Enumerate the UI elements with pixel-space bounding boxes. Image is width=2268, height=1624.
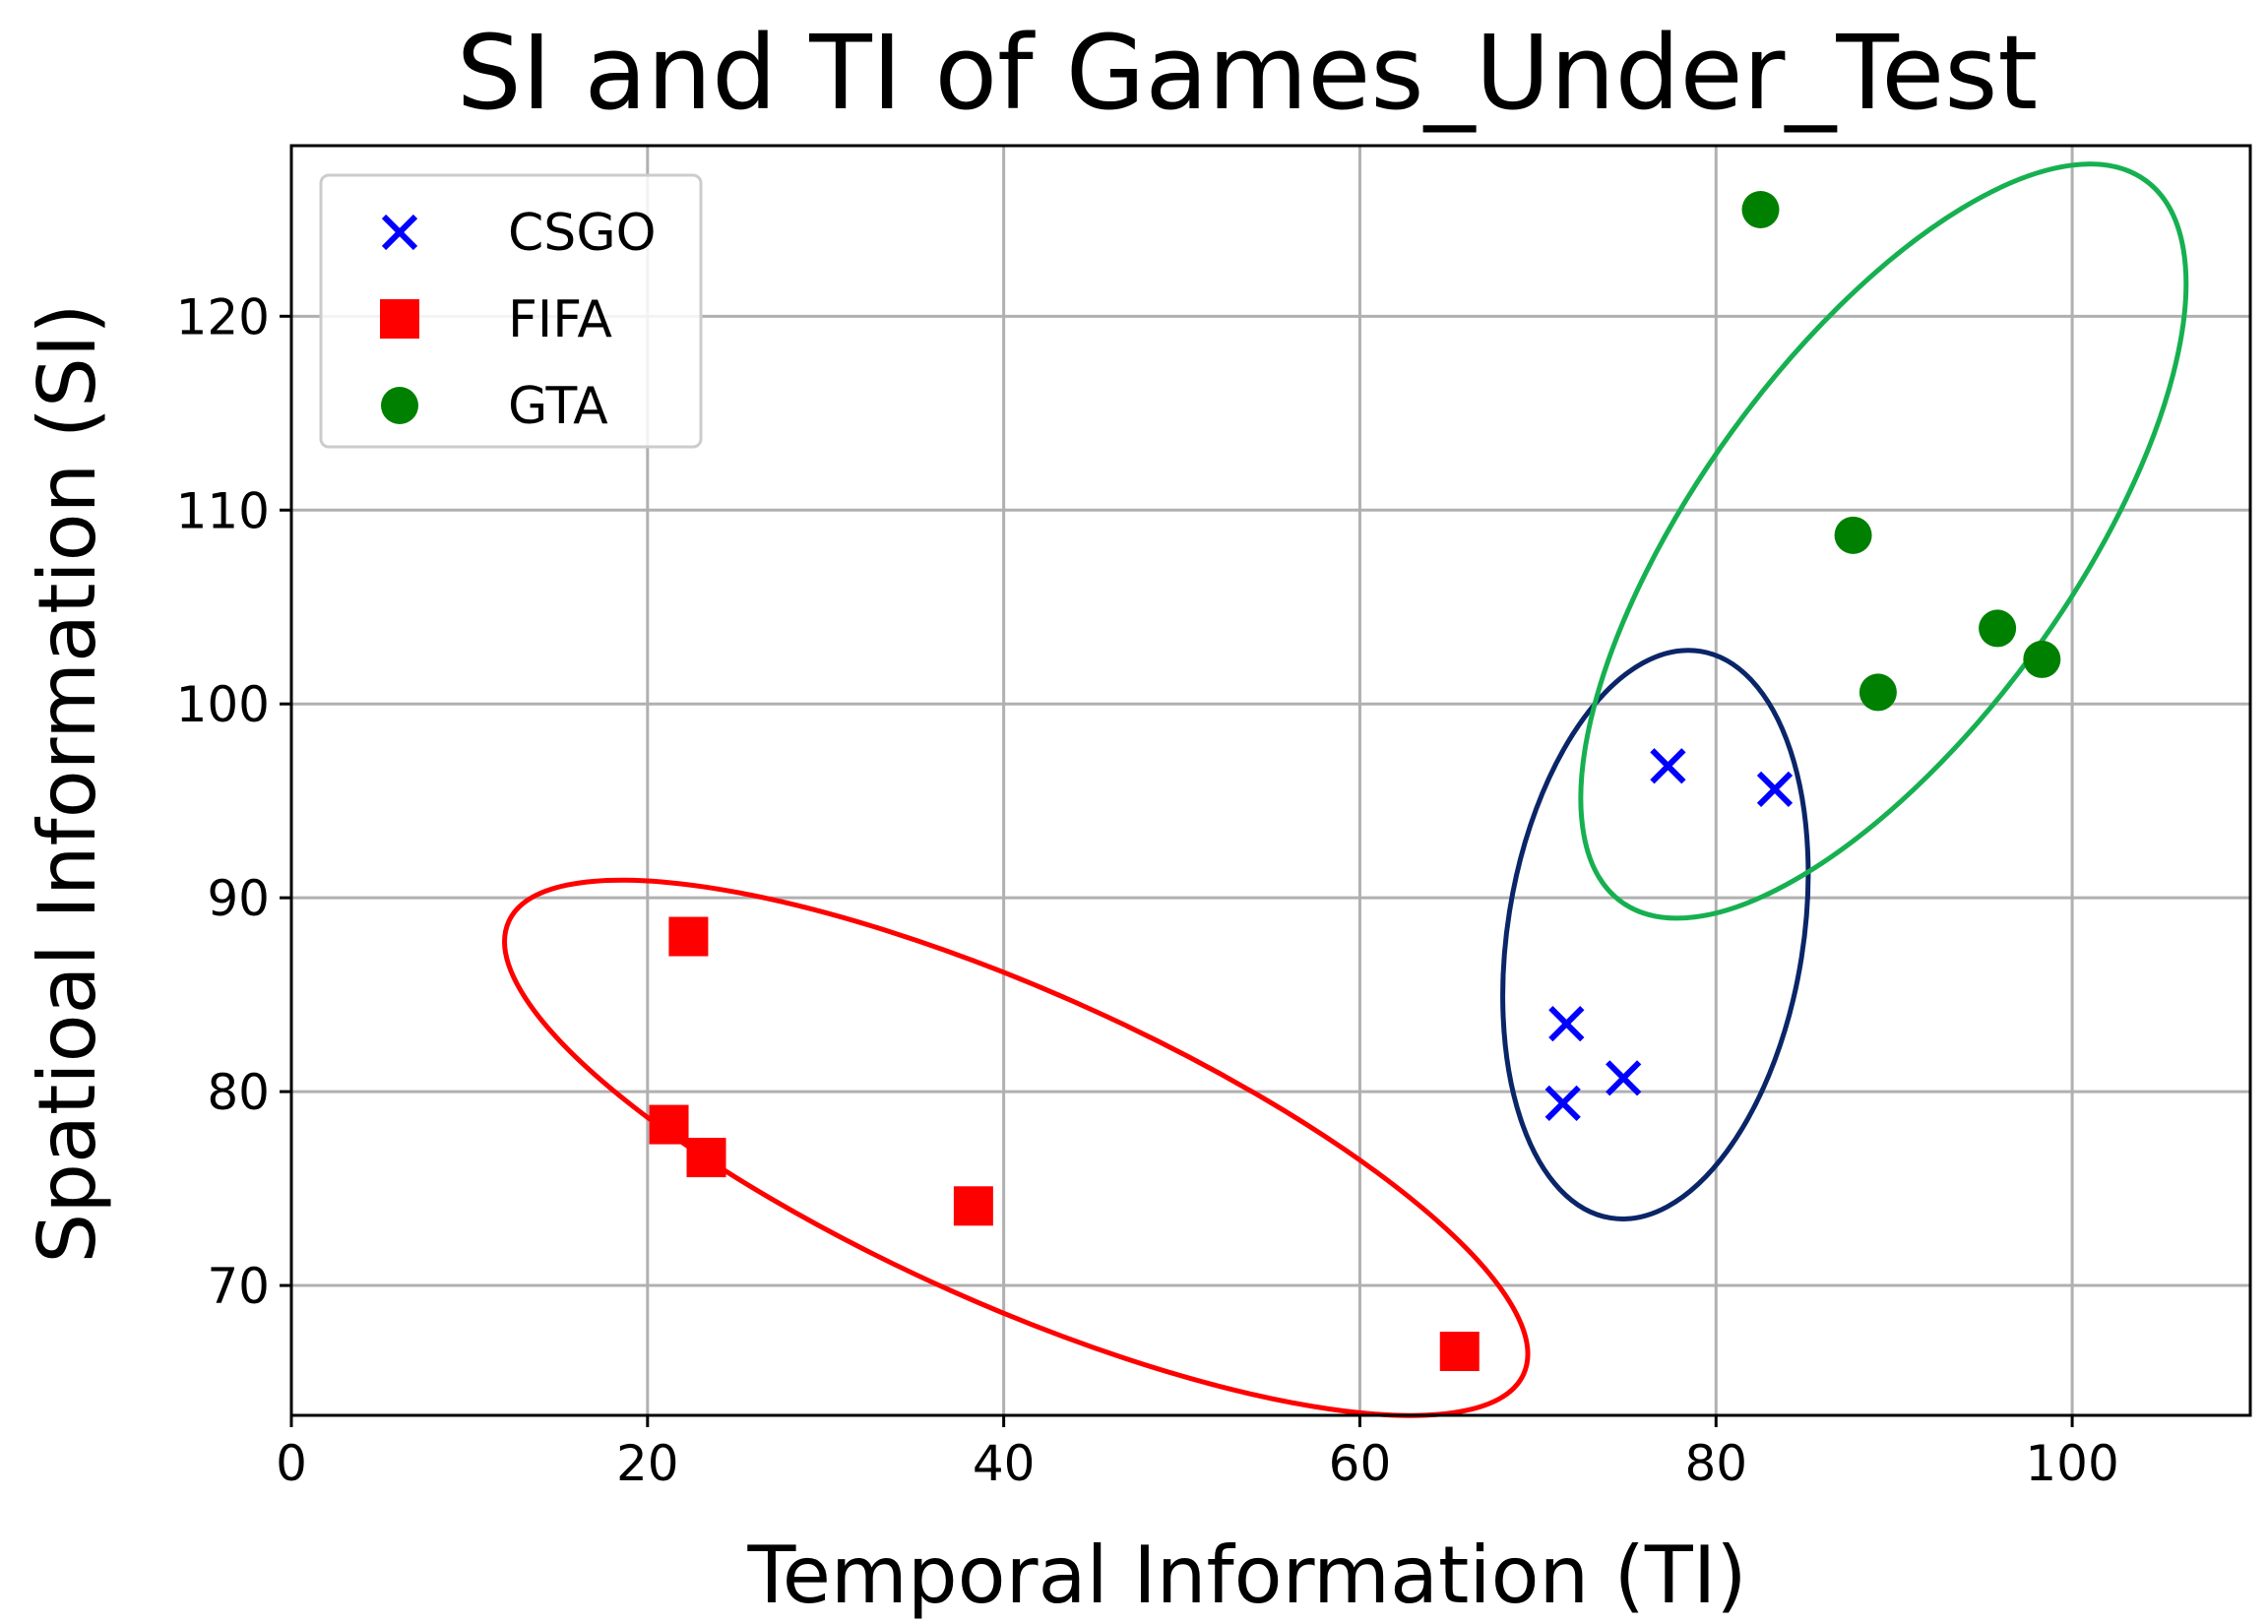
legend-label-gta: GTA (508, 377, 608, 436)
y-tick-label: 90 (207, 870, 270, 927)
ticks: 0 20 40 60 80 100 70 80 90 100 110 120 (176, 288, 2119, 1492)
y-tick-label: 110 (176, 482, 270, 539)
data-point-csgo (1606, 1060, 1642, 1096)
x-stroke (1544, 1085, 1581, 1122)
cluster-ellipses (502, 161, 2189, 1418)
x-stroke (381, 214, 418, 251)
data-point-fifa (649, 1104, 689, 1145)
data-point-gta (1834, 516, 1872, 554)
legend-box (319, 173, 703, 449)
legend-marker-csgo (381, 214, 418, 251)
legend-marker-fifa (380, 299, 419, 339)
y-tick-label: 120 (176, 288, 270, 345)
x-axis-title: Temporal Information (TI) (746, 1530, 1746, 1621)
data-point-gta (2023, 640, 2061, 678)
x-stroke (1548, 1006, 1585, 1042)
x-tick-label: 20 (616, 1435, 679, 1492)
x-tick-label: 100 (2025, 1435, 2118, 1492)
cluster-ellipse-fifa (502, 877, 1531, 1418)
y-tick-label: 80 (207, 1064, 270, 1121)
data-point-csgo (1544, 1085, 1581, 1122)
y-tick-label: 100 (176, 676, 270, 733)
data-point-csgo (1650, 748, 1686, 784)
data-point-gta (1858, 673, 1897, 712)
legend-label-fifa: FIFA (508, 290, 612, 349)
data-point-fifa (953, 1186, 993, 1226)
x-stroke (1756, 771, 1794, 807)
legend-label-csgo: CSGO (508, 204, 657, 263)
legend: CSGO FIFA GTA (319, 173, 703, 449)
data-point-gta (1741, 190, 1780, 228)
y-tick-label: 70 (207, 1258, 270, 1315)
legend-marker-gta (381, 387, 418, 424)
data-point-csgo (1756, 771, 1794, 807)
data-point-fifa (668, 916, 709, 957)
x-tick-label: 0 (276, 1435, 307, 1492)
x-stroke (1650, 748, 1686, 784)
x-stroke (1606, 1060, 1642, 1096)
x-tick-label: 60 (1329, 1435, 1392, 1492)
chart-title: SI and TI of Games_Under_Test (457, 13, 2038, 133)
x-tick-label: 80 (1684, 1435, 1747, 1492)
data-points (649, 190, 2061, 1372)
data-point-csgo (1548, 1006, 1585, 1042)
y-axis-title: Spatioal Information (SI) (22, 303, 113, 1263)
plot-frame (289, 144, 2252, 1417)
cluster-ellipse-csgo (1500, 648, 1811, 1221)
data-point-fifa (1439, 1332, 1480, 1372)
data-point-gta (1979, 609, 2017, 648)
data-point-fifa (686, 1138, 726, 1178)
x-tick-label: 40 (973, 1435, 1036, 1492)
